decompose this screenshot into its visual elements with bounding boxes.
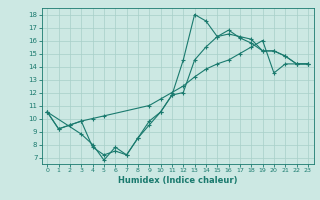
- X-axis label: Humidex (Indice chaleur): Humidex (Indice chaleur): [118, 176, 237, 185]
